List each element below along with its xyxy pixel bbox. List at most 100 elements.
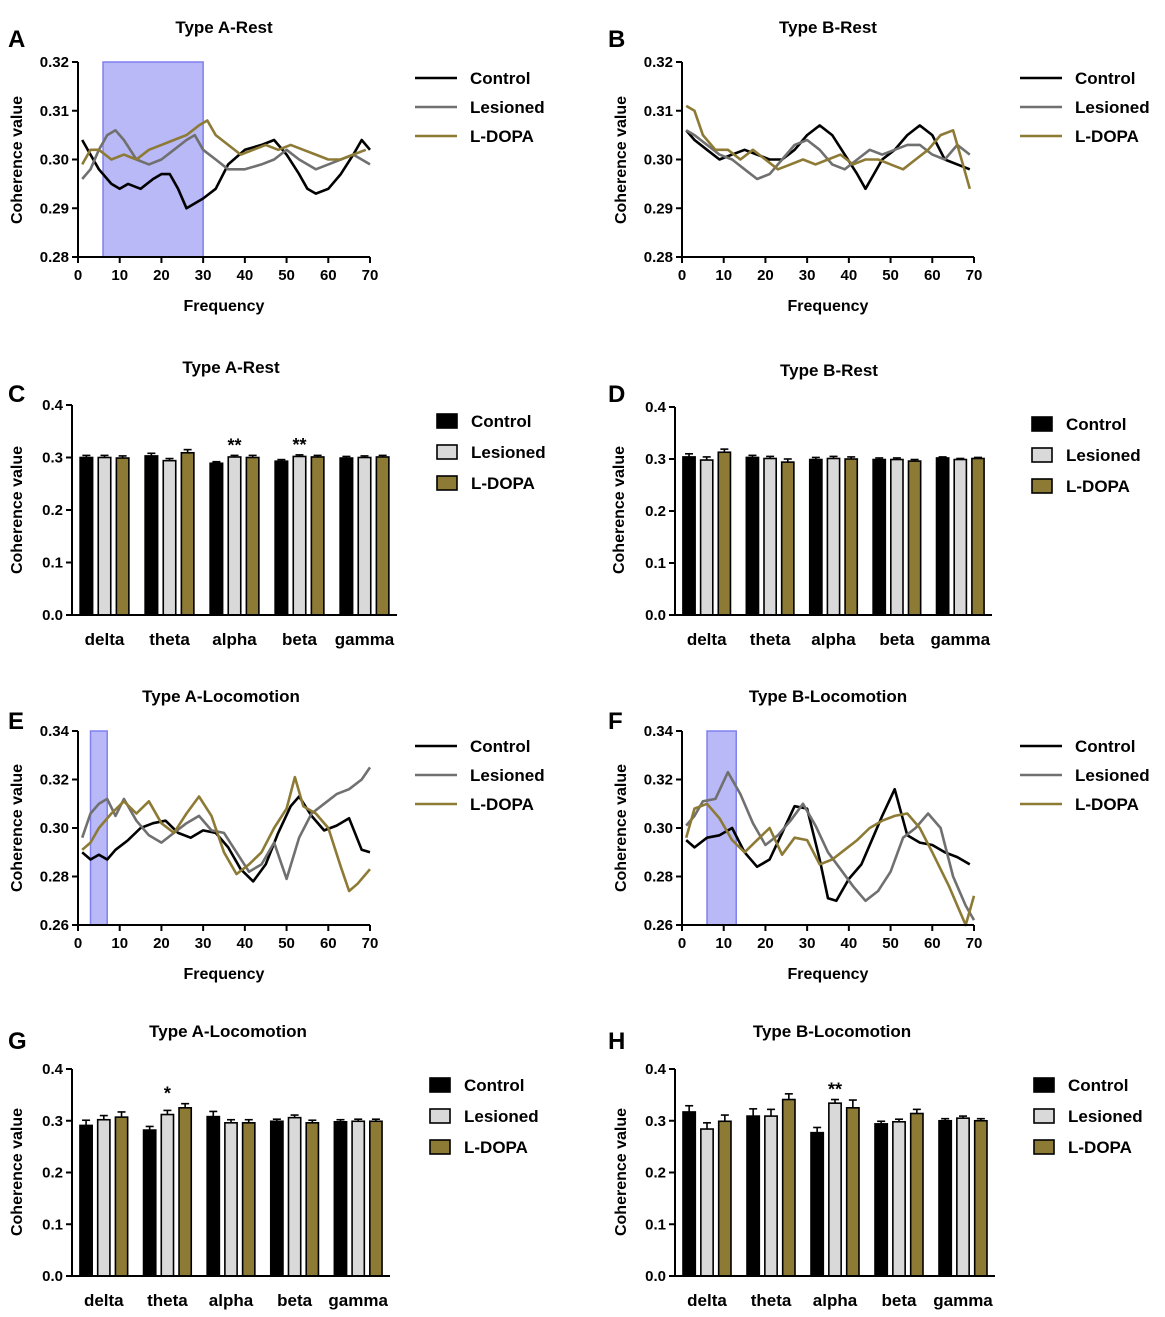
legend-label-ldopa: L-DOPA — [470, 127, 534, 146]
y-tick-label: 0.32 — [40, 54, 69, 71]
y-tick-label: 0.2 — [42, 1165, 63, 1182]
highlight-band — [102, 61, 204, 258]
series-line-ldopa — [81, 775, 371, 893]
y-tick-label: 0.28 — [644, 869, 673, 886]
bar-ldopa-delta — [115, 457, 130, 616]
category-label: alpha — [811, 630, 856, 649]
x-tick-label: 60 — [320, 267, 337, 284]
legend-label-ldopa: L-DOPA — [470, 795, 534, 814]
bar-ldopa-theta — [180, 451, 195, 616]
x-tick-label: 70 — [362, 267, 379, 284]
legend-label-lesioned: Lesioned — [1075, 766, 1150, 785]
panel-label: H — [608, 1028, 625, 1055]
chart-title: Type B-Rest — [780, 361, 878, 380]
bar-ldopa-gamma — [971, 457, 985, 616]
y-tick-label: 0.0 — [42, 607, 63, 624]
y-tick-label: 0.30 — [644, 820, 673, 837]
panel-label: C — [8, 381, 25, 408]
panel-label: A — [8, 26, 25, 53]
legend-label-control: Control — [1068, 1076, 1128, 1095]
bar-control-theta — [144, 455, 159, 616]
x-tick-label: 50 — [278, 935, 295, 952]
x-tick-label: 50 — [882, 935, 899, 952]
y-tick-label: 0.1 — [42, 555, 63, 572]
bar-control-beta — [874, 1123, 889, 1277]
y-tick-label: 0.28 — [40, 869, 69, 886]
significance-marker: * — [164, 1084, 171, 1104]
legend-label-ldopa: L-DOPA — [471, 474, 535, 493]
bar-control-alpha — [209, 462, 224, 616]
category-label: gamma — [335, 630, 395, 649]
legend-label-lesioned: Lesioned — [1075, 98, 1150, 117]
y-tick-label: 0.26 — [644, 917, 673, 934]
category-label: delta — [687, 630, 727, 649]
series-line-ldopa — [81, 119, 367, 166]
bar-ldopa-delta — [717, 1120, 732, 1277]
legend-label-control: Control — [464, 1076, 524, 1095]
legend-label-ldopa: L-DOPA — [1068, 1138, 1132, 1157]
x-tick-label: 30 — [799, 267, 816, 284]
y-tick-label: 0.26 — [40, 917, 69, 934]
bar-lesioned-beta — [892, 1120, 906, 1277]
panel-g: G Type A-Locomotion delta theta alpha beta gam… — [8, 1022, 539, 1310]
y-tick-label: 0.3 — [645, 1113, 666, 1130]
x-tick-label: 50 — [882, 267, 899, 284]
x-tick-label: 40 — [841, 267, 858, 284]
bar-ldopa-delta — [114, 1116, 129, 1277]
legend: Control Lesioned L-DOPA — [415, 69, 545, 146]
category-label: beta — [882, 1291, 918, 1310]
chart-title: Type B-Rest — [779, 18, 877, 37]
bar-control-delta — [682, 456, 696, 616]
legend-swatch-ldopa — [429, 1139, 451, 1155]
panel-label: G — [8, 1028, 27, 1055]
panel-d: D Type B-Rest delta theta alpha beta gamma 0.0 0… — [608, 361, 1141, 649]
bar-control-delta — [79, 1124, 93, 1277]
bar-control-alpha — [810, 1131, 825, 1277]
legend-swatch-lesioned — [436, 444, 458, 460]
bar-ldopa-alpha — [845, 1107, 860, 1277]
chart-title: Type B-Locomotion — [753, 1022, 911, 1041]
legend-swatch-control — [429, 1077, 451, 1093]
y-tick-label: 0.31 — [40, 103, 69, 120]
series-line-control — [81, 138, 371, 210]
category-label: alpha — [813, 1291, 858, 1310]
panel-label: B — [608, 26, 625, 53]
x-tick-label: 70 — [966, 935, 983, 952]
x-tick-label: 70 — [362, 935, 379, 952]
y-tick-label: 0.32 — [644, 772, 673, 789]
x-tick-label: 10 — [715, 935, 732, 952]
y-tick-label: 0.30 — [644, 152, 673, 169]
x-tick-label: 20 — [153, 935, 170, 952]
panel-b: B Type B-Rest 0 10 20 30 40 50 60 70 Frequency 0.28… — [608, 18, 1150, 315]
y-axis-label: Coherence value — [613, 96, 630, 224]
category-label: alpha — [212, 630, 257, 649]
x-tick-label: 0 — [678, 267, 686, 284]
y-tick-label: 0.1 — [645, 1216, 666, 1233]
bar-ldopa-gamma — [375, 456, 390, 616]
legend-swatch-ldopa — [1031, 478, 1053, 494]
chart-title: Type A-Rest — [182, 358, 280, 377]
y-tick-label: 0.3 — [645, 451, 666, 468]
bar-lesioned-alpha — [826, 457, 841, 616]
chart-title: Type A-Rest — [175, 18, 273, 37]
y-tick-label: 0.28 — [40, 249, 69, 266]
bar-ldopa-gamma — [369, 1120, 383, 1277]
panel-a: A Type A-Rest 0 10 20 30 40 50 60 70 Frequency 0.28… — [8, 18, 545, 315]
bar-lesioned-gamma — [357, 456, 372, 616]
legend-label-lesioned: Lesioned — [1068, 1107, 1143, 1126]
category-label: gamma — [931, 630, 991, 649]
x-tick-label: 0 — [74, 267, 82, 284]
y-tick-label: 0.2 — [645, 503, 666, 520]
y-axis-label: Coherence value — [9, 446, 26, 574]
chart-title: Type A-Locomotion — [142, 687, 300, 706]
bar-ldopa-beta — [909, 1112, 924, 1277]
category-label: theta — [147, 1291, 188, 1310]
category-label: theta — [751, 1291, 792, 1310]
legend: Control Lesioned L-DOPA — [1031, 415, 1141, 496]
x-axis-label: Frequency — [788, 298, 869, 315]
bar-ldopa-gamma — [973, 1119, 988, 1277]
y-tick-label: 0.2 — [42, 502, 63, 519]
series-line-lesioned — [81, 129, 371, 180]
bar-lesioned-gamma — [953, 458, 968, 616]
